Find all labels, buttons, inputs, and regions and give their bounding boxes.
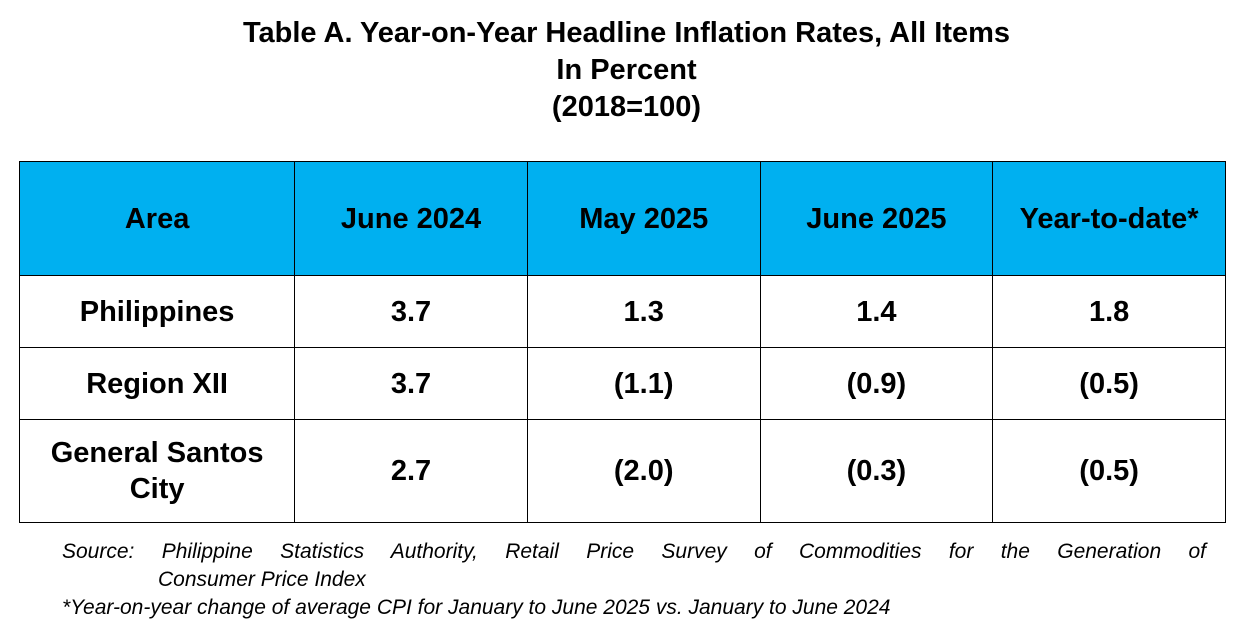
- column-header-june-2025: June 2025: [759, 161, 994, 276]
- value-cell: 3.7: [294, 275, 528, 348]
- value-cell: 3.7: [294, 347, 528, 420]
- value-cell: (1.1): [526, 347, 761, 420]
- table-row: General Santos City 2.7 (2.0) (0.3) (0.5…: [18, 419, 1226, 523]
- column-header-year-to-date: Year-to-date*: [992, 161, 1226, 276]
- value-cell: 1.8: [992, 275, 1226, 348]
- column-header-may-2025: May 2025: [526, 161, 761, 276]
- footnotes: Source: Philippine Statistics Authority,…: [62, 538, 1206, 622]
- table-row: Region XII 3.7 (1.1) (0.9) (0.5): [18, 347, 1226, 420]
- value-cell: 1.3: [526, 275, 761, 348]
- title-line-2: In Percent: [556, 54, 697, 86]
- title-line-1: Table A. Year-on-Year Headline Inflation…: [242, 17, 1011, 49]
- area-cell: General Santos City: [18, 419, 296, 523]
- table-header-row: Area June 2024 May 2025 June 2025 Year-t…: [18, 161, 1226, 276]
- value-cell: 1.4: [759, 275, 994, 348]
- value-cell: (0.3): [759, 419, 994, 523]
- title-line-3: (2018=100): [551, 91, 702, 123]
- value-cell: (0.5): [992, 419, 1226, 523]
- value-cell: 2.7: [294, 419, 528, 523]
- value-cell: (0.5): [992, 347, 1226, 420]
- area-cell: Philippines: [18, 275, 296, 348]
- source-note-continuation: Consumer Price Index: [158, 568, 366, 591]
- column-header-area: Area: [18, 161, 296, 276]
- ytd-footnote: *Year-on-year change of average CPI for …: [62, 596, 891, 619]
- source-note: Source: Philippine Statistics Authority,…: [62, 540, 1206, 563]
- area-cell: Region XII: [18, 347, 296, 420]
- table-row: Philippines 3.7 1.3 1.4 1.8: [18, 275, 1226, 348]
- column-header-june-2024: June 2024: [294, 161, 528, 276]
- table-title: Table A. Year-on-Year Headline Inflation…: [0, 15, 1243, 126]
- value-cell: (0.9): [759, 347, 994, 420]
- inflation-table: Area June 2024 May 2025 June 2025 Year-t…: [18, 161, 1226, 523]
- value-cell: (2.0): [526, 419, 761, 523]
